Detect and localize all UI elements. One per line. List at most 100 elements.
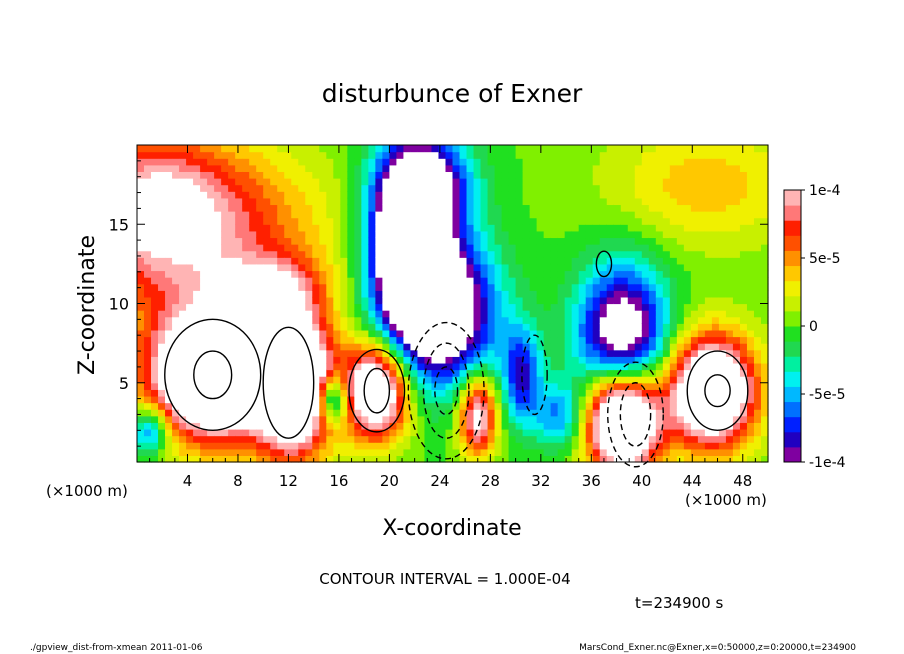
heatmap-cell — [417, 145, 426, 153]
heatmap-cell — [333, 277, 341, 285]
heatmap-cell — [662, 336, 671, 344]
heatmap-cell — [571, 197, 580, 206]
heatmap-cell — [354, 362, 362, 371]
heatmap-cell — [480, 217, 489, 225]
heatmap-cell — [522, 296, 531, 305]
heatmap-cell — [438, 290, 447, 298]
heatmap-cell — [473, 158, 482, 166]
heatmap-cell — [452, 362, 461, 371]
heatmap-cell — [676, 310, 685, 318]
heatmap-cell — [410, 171, 419, 179]
heatmap-cell — [242, 362, 250, 371]
heatmap-cell — [368, 336, 376, 344]
heatmap-cell — [641, 184, 650, 192]
heatmap-cell — [620, 336, 629, 344]
heatmap-cell — [207, 164, 215, 173]
heatmap-cell — [249, 184, 257, 192]
heatmap-cell — [445, 428, 454, 437]
heatmap-cell — [333, 270, 341, 278]
heatmap-cell — [711, 151, 720, 159]
heatmap-cell — [515, 184, 524, 192]
heatmap-cell — [662, 191, 671, 199]
heatmap-cell — [431, 211, 440, 219]
heatmap-cell — [144, 164, 152, 173]
heatmap-cell — [396, 435, 405, 443]
heatmap-cell — [459, 303, 468, 311]
heatmap-cell — [508, 164, 517, 173]
heatmap-cell — [207, 237, 215, 245]
heatmap-cell — [242, 270, 250, 278]
heatmap-cell — [403, 323, 412, 331]
heatmap-cell — [676, 395, 685, 404]
heatmap-cell — [242, 224, 250, 232]
heatmap-cell — [753, 263, 762, 272]
heatmap-cell — [270, 349, 278, 357]
heatmap-cell — [193, 428, 201, 437]
heatmap-cell — [487, 237, 496, 245]
heatmap-cell — [725, 164, 734, 173]
heatmap-cell — [452, 283, 461, 291]
heatmap-cell — [389, 402, 398, 410]
heatmap-cell — [389, 257, 398, 265]
heatmap-cell — [165, 422, 173, 430]
heatmap-cell — [487, 395, 496, 404]
heatmap-cell — [760, 369, 769, 377]
heatmap-cell — [641, 211, 650, 219]
heatmap-cell — [466, 283, 475, 291]
heatmap-cell — [732, 336, 741, 344]
heatmap-cell — [235, 428, 243, 437]
heatmap-cell — [725, 171, 734, 179]
heatmap-cell — [326, 343, 334, 351]
heatmap-cell — [459, 283, 468, 291]
heatmap-cell — [403, 158, 412, 166]
heatmap-cell — [487, 204, 496, 212]
heatmap-cell — [319, 178, 327, 186]
heatmap-cell — [228, 336, 236, 344]
heatmap-cell — [690, 244, 699, 252]
heatmap-cell — [284, 158, 292, 166]
heatmap-cell — [613, 455, 622, 463]
heatmap-cell — [494, 382, 503, 390]
heatmap-cell — [312, 204, 320, 212]
heatmap-cell — [732, 270, 741, 278]
heatmap-cell — [235, 257, 243, 265]
heatmap-cell — [718, 270, 727, 278]
heatmap-cell — [746, 356, 755, 364]
heatmap-cell — [487, 402, 496, 410]
heatmap-cell — [557, 237, 566, 245]
heatmap-cell — [746, 435, 755, 443]
heatmap-cell — [144, 303, 152, 311]
heatmap-cell — [144, 224, 152, 232]
heatmap-cell — [305, 191, 313, 199]
heatmap-cell — [200, 197, 208, 206]
heatmap-cell — [466, 402, 475, 410]
heatmap-cell — [613, 257, 622, 265]
heatmap-cell — [137, 382, 145, 390]
heatmap-cell — [655, 257, 664, 265]
heatmap-cell — [459, 257, 468, 265]
heatmap-cell — [144, 151, 152, 159]
heatmap-cell — [158, 442, 166, 450]
heatmap-cell — [291, 270, 299, 278]
heatmap-cell — [242, 303, 250, 311]
heatmap-cell — [578, 356, 587, 364]
heatmap-cell — [522, 224, 531, 232]
heatmap-cell — [501, 310, 510, 318]
heatmap-cell — [270, 270, 278, 278]
heatmap-cell — [305, 362, 313, 371]
heatmap-cell — [403, 217, 412, 225]
heatmap-cell — [312, 171, 320, 179]
heatmap-cell — [536, 204, 545, 212]
heatmap-cell — [648, 290, 657, 298]
heatmap-cell — [571, 316, 580, 324]
heatmap-cell — [333, 316, 341, 324]
heatmap-cell — [585, 197, 594, 206]
heatmap-cell — [305, 422, 313, 430]
heatmap-cell — [151, 389, 159, 397]
heatmap-cell — [627, 455, 636, 463]
heatmap-cell — [424, 263, 433, 272]
heatmap-cell — [578, 270, 587, 278]
heatmap-cell — [529, 171, 538, 179]
heatmap-cell — [221, 217, 229, 225]
heatmap-cell — [214, 164, 222, 173]
